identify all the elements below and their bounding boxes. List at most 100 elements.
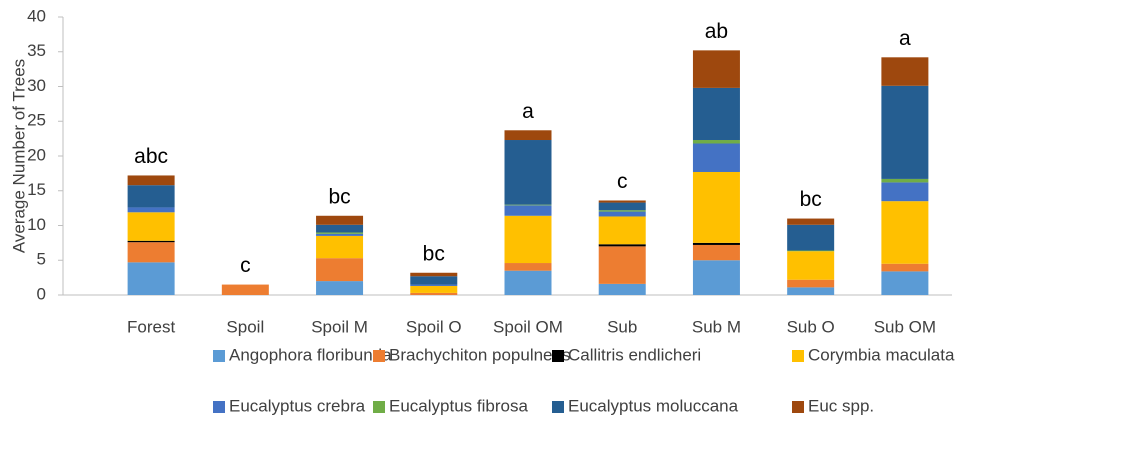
bar-segment: [787, 279, 835, 288]
legend-swatch: [373, 350, 385, 362]
legend-swatch: [552, 350, 564, 362]
bar-segment: [881, 57, 929, 86]
bar-segment: [787, 218, 835, 225]
y-tick-label: 0: [37, 284, 46, 303]
bar-segment: [504, 205, 552, 216]
bar-segment: [410, 276, 458, 285]
significance-label: ab: [705, 20, 728, 43]
legend-label: Euc spp.: [808, 396, 874, 415]
bar-segment: [692, 143, 740, 172]
bar-segment: [316, 215, 364, 225]
legend-label: Angophora floribunda: [229, 345, 392, 364]
significance-label: bc: [423, 242, 445, 265]
bar-segment: [598, 200, 646, 203]
legend-swatch: [792, 350, 804, 362]
bar-segment: [881, 85, 929, 179]
bar-segment: [692, 260, 740, 295]
bar-segment: [598, 202, 646, 211]
legend-label: Callitris endlicheri: [568, 345, 701, 364]
bar-segment: [504, 263, 552, 271]
y-tick-label: 10: [27, 215, 46, 234]
bar-segment: [316, 232, 364, 234]
legend-label: Brachychiton populneus: [389, 345, 570, 364]
bar-segment: [316, 258, 364, 282]
x-tick-label: Spoil O: [406, 317, 462, 336]
bar-segment: [598, 216, 646, 245]
bar-segment: [410, 284, 458, 286]
bar-segment: [316, 233, 364, 236]
bar-segment: [127, 212, 175, 241]
bar-segment: [598, 283, 646, 295]
bar-segment: [127, 175, 175, 186]
significance-label: a: [522, 100, 534, 123]
bar-segment: [692, 242, 740, 245]
bar-segment: [598, 210, 646, 212]
legend-swatch: [373, 401, 385, 413]
y-tick-label: 25: [27, 111, 46, 130]
bar-segment: [598, 246, 646, 284]
x-tick-label: Forest: [127, 317, 175, 336]
bar-segment: [316, 235, 364, 259]
x-tick-label: Sub OM: [874, 317, 936, 336]
legend-swatch: [792, 401, 804, 413]
bar-segment: [410, 285, 458, 293]
y-tick-label: 15: [27, 180, 46, 199]
y-tick-label: 40: [27, 6, 46, 25]
significance-label: a: [899, 27, 911, 50]
bar-segment: [504, 204, 552, 206]
legend-swatch: [213, 401, 225, 413]
bar-segment: [598, 211, 646, 217]
bar-segment: [127, 185, 175, 208]
bar-segment: [881, 178, 929, 183]
bar-segment: [787, 287, 835, 295]
y-tick-label: 5: [37, 250, 46, 269]
bar-segment: [787, 250, 835, 252]
bar-segment: [787, 224, 835, 251]
bar-segment: [316, 224, 364, 233]
legend-label: Corymbia maculata: [808, 345, 955, 364]
significance-label: bc: [328, 185, 350, 208]
bar-segment: [692, 171, 740, 243]
significance-label: c: [240, 254, 251, 277]
legend-label: Eucalyptus crebra: [229, 396, 366, 415]
bar-segment: [881, 263, 929, 272]
significance-label: bc: [800, 188, 822, 211]
y-axis-title: Average Number of Trees: [9, 59, 28, 253]
legend-label: Eucalyptus moluccana: [568, 396, 739, 415]
bar-segment: [504, 130, 552, 141]
x-tick-label: Spoil OM: [493, 317, 563, 336]
bar-segment: [127, 242, 175, 263]
legend-swatch: [552, 401, 564, 413]
bar-segment: [221, 284, 269, 295]
y-tick-label: 35: [27, 41, 46, 60]
bar-segment: [881, 182, 929, 202]
bar-segment: [127, 207, 175, 213]
bar-segment: [410, 292, 458, 295]
bar-segment: [127, 240, 175, 243]
y-tick-label: 30: [27, 76, 46, 95]
x-tick-label: Sub: [607, 317, 637, 336]
bar-segment: [881, 271, 929, 295]
bar-segment: [787, 251, 835, 280]
bar-segment: [692, 87, 740, 141]
significance-label: abc: [134, 145, 168, 168]
bar-segment: [504, 215, 552, 264]
legend-label: Eucalyptus fibrosa: [389, 396, 528, 415]
x-tick-label: Sub O: [787, 317, 835, 336]
x-tick-label: Spoil M: [311, 317, 368, 336]
bar-segment: [598, 244, 646, 247]
legend-swatch: [213, 350, 225, 362]
bar-segment: [692, 50, 740, 88]
bar-segment: [127, 262, 175, 295]
bar-segment: [504, 140, 552, 205]
bar-segment: [410, 272, 458, 277]
bar-segment: [504, 270, 552, 295]
bar-segment: [316, 281, 364, 295]
x-tick-label: Sub M: [692, 317, 741, 336]
x-tick-label: Spoil: [226, 317, 264, 336]
bar-segment: [692, 244, 740, 261]
y-tick-label: 20: [27, 145, 46, 164]
bar-segment: [881, 201, 929, 264]
bar-segment: [692, 140, 740, 144]
